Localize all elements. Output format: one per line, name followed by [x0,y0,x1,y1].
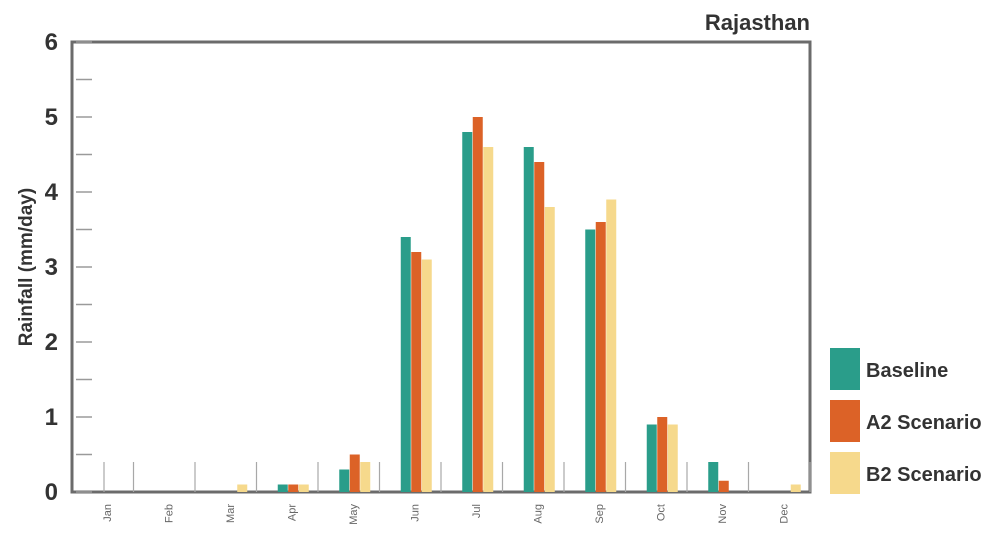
bar-b2-scenario [606,199,617,492]
y-axis: 0 1 2 3 4 5 6 [45,29,92,506]
x-tick-label: May [348,504,360,525]
y-tick-label: 1 [45,404,58,431]
x-tick-label: Dec [778,504,790,524]
bar-a2-scenario [349,454,360,492]
x-tick-label: Feb [163,504,175,523]
chart-title: Rajasthan [705,10,810,35]
bar-b2-scenario [237,484,248,492]
bar-baseline [646,424,657,492]
bar-b2-scenario [360,462,371,492]
bar-a2-scenario [534,162,545,492]
plot-frame [70,40,812,494]
x-tick-label: Aug [532,504,544,524]
legend-label: B2 Scenario [866,464,982,486]
x-tick-label: Jan [102,504,114,522]
y-tick-label: 4 [45,179,59,206]
y-tick-label: 0 [45,479,58,506]
bar-a2-scenario [411,252,422,492]
legend-label: Baseline [866,360,948,382]
bar-baseline [585,229,596,492]
bar-a2-scenario [657,417,668,492]
bar-baseline [462,132,473,492]
legend-swatch [830,348,860,390]
bar-b2-scenario [667,424,678,492]
bar-b2-scenario [421,259,432,492]
bar-a2-scenario [718,480,729,492]
legend-swatch [830,400,860,442]
bar-baseline [277,484,288,492]
bar-b2-scenario [483,147,494,492]
bar-b2-scenario [298,484,309,492]
x-tick-label: Jun [409,504,421,522]
y-tick-label: 5 [45,104,58,131]
x-tick-label: Oct [655,504,667,521]
legend: Baseline A2 Scenario B2 Scenario [830,348,982,494]
bar-baseline [708,462,719,492]
bar-b2-scenario [544,207,555,492]
x-tick-label: Mar [225,504,237,523]
y-axis-label: Rainfall (mm/day) [16,188,37,346]
bar-baseline [400,237,411,492]
bar-baseline [523,147,534,492]
x-tick-label: Nov [717,504,729,524]
bar-baseline [339,469,350,492]
legend-swatch [830,452,860,494]
y-tick-label: 6 [45,29,58,56]
x-tick-label: Sep [594,504,606,524]
bar-a2-scenario [595,222,606,492]
bar-a2-scenario [288,484,299,492]
legend-label: A2 Scenario [866,412,982,434]
bar-a2-scenario [472,117,483,492]
y-tick-label: 3 [45,254,58,281]
x-tick-label: Jul [471,504,483,518]
bar-b2-scenario [790,484,801,492]
x-axis: Jan Feb Mar Apr May Jun Jul Aug Sep Oct Nov Dec [102,462,811,525]
y-tick-label: 2 [45,329,58,356]
x-tick-label: Apr [286,504,298,521]
bars [237,117,801,492]
